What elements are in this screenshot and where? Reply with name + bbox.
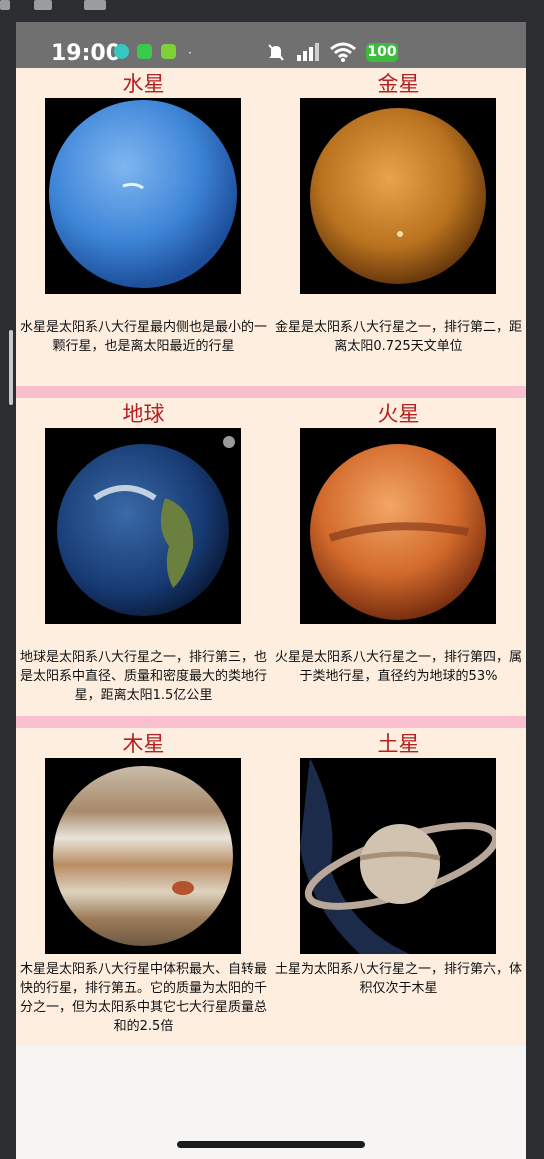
planet-row: 地球 — [16, 398, 526, 716]
planet-row: 水星 水星是 — [16, 68, 526, 386]
refresh-icon[interactable] — [0, 0, 10, 10]
planet-name: 水星 — [122, 72, 165, 96]
planet-description: 火星是太阳系八大行星之一，排行第四，属于类地行星，直径约为地球的53% — [274, 650, 522, 684]
planet-name: 木星 — [122, 732, 165, 756]
status-dot: · — [188, 46, 192, 60]
planet-image-mars — [300, 428, 496, 624]
mute-icon — [268, 44, 284, 61]
planet-description: 土星为太阳系八大行星之一，排行第六，体积仅次于木星 — [274, 962, 522, 996]
ide-toolbar — [0, 0, 544, 22]
wifi-icon — [330, 42, 356, 62]
status-bar: 19:00 · 100 — [16, 22, 526, 68]
planet-image-mercury — [45, 98, 241, 294]
planet-description: 木星是太阳系八大行星中体积最大、自转最快的行星，排行第五。它的质量为太阳的千分之… — [19, 962, 267, 1034]
battery-indicator: 100 — [366, 43, 398, 62]
planet-row: 木星 — [16, 728, 526, 1046]
gesture-nav-bar[interactable] — [177, 1141, 365, 1148]
signal-icon — [297, 43, 319, 61]
row-divider — [16, 716, 526, 728]
planet-description: 水星是太阳系八大行星最内侧也是最小的一颗行星，也是离太阳最近的行星 — [19, 320, 267, 354]
scrollbar-thumb[interactable] — [9, 330, 13, 405]
planet-image-saturn — [300, 758, 496, 954]
planet-name: 地球 — [122, 402, 165, 426]
planet-list: 水星 水星是 — [16, 68, 526, 1046]
planet-name: 金星 — [377, 72, 420, 96]
phone-screen: 19:00 · 100 水星 — [16, 22, 526, 1159]
planet-image-earth — [45, 428, 241, 624]
status-time: 19:00 — [51, 41, 122, 66]
row-divider — [16, 386, 526, 398]
wechat-icon — [137, 44, 152, 59]
planet-name: 火星 — [377, 402, 420, 426]
record-icon[interactable] — [84, 0, 106, 10]
planet-description: 地球是太阳系八大行星之一，排行第三，也是太阳系中直径、质量和密度最大的类地行星，… — [19, 650, 267, 703]
planet-image-venus — [300, 98, 496, 294]
camera-icon[interactable] — [34, 0, 52, 10]
planet-description: 金星是太阳系八大行星之一，排行第二，距离太阳0.725天文单位 — [274, 320, 522, 354]
message-icon — [161, 44, 176, 59]
planet-image-jupiter — [45, 758, 241, 954]
app-notification-icon-1 — [114, 44, 129, 59]
planet-name: 土星 — [377, 732, 420, 756]
